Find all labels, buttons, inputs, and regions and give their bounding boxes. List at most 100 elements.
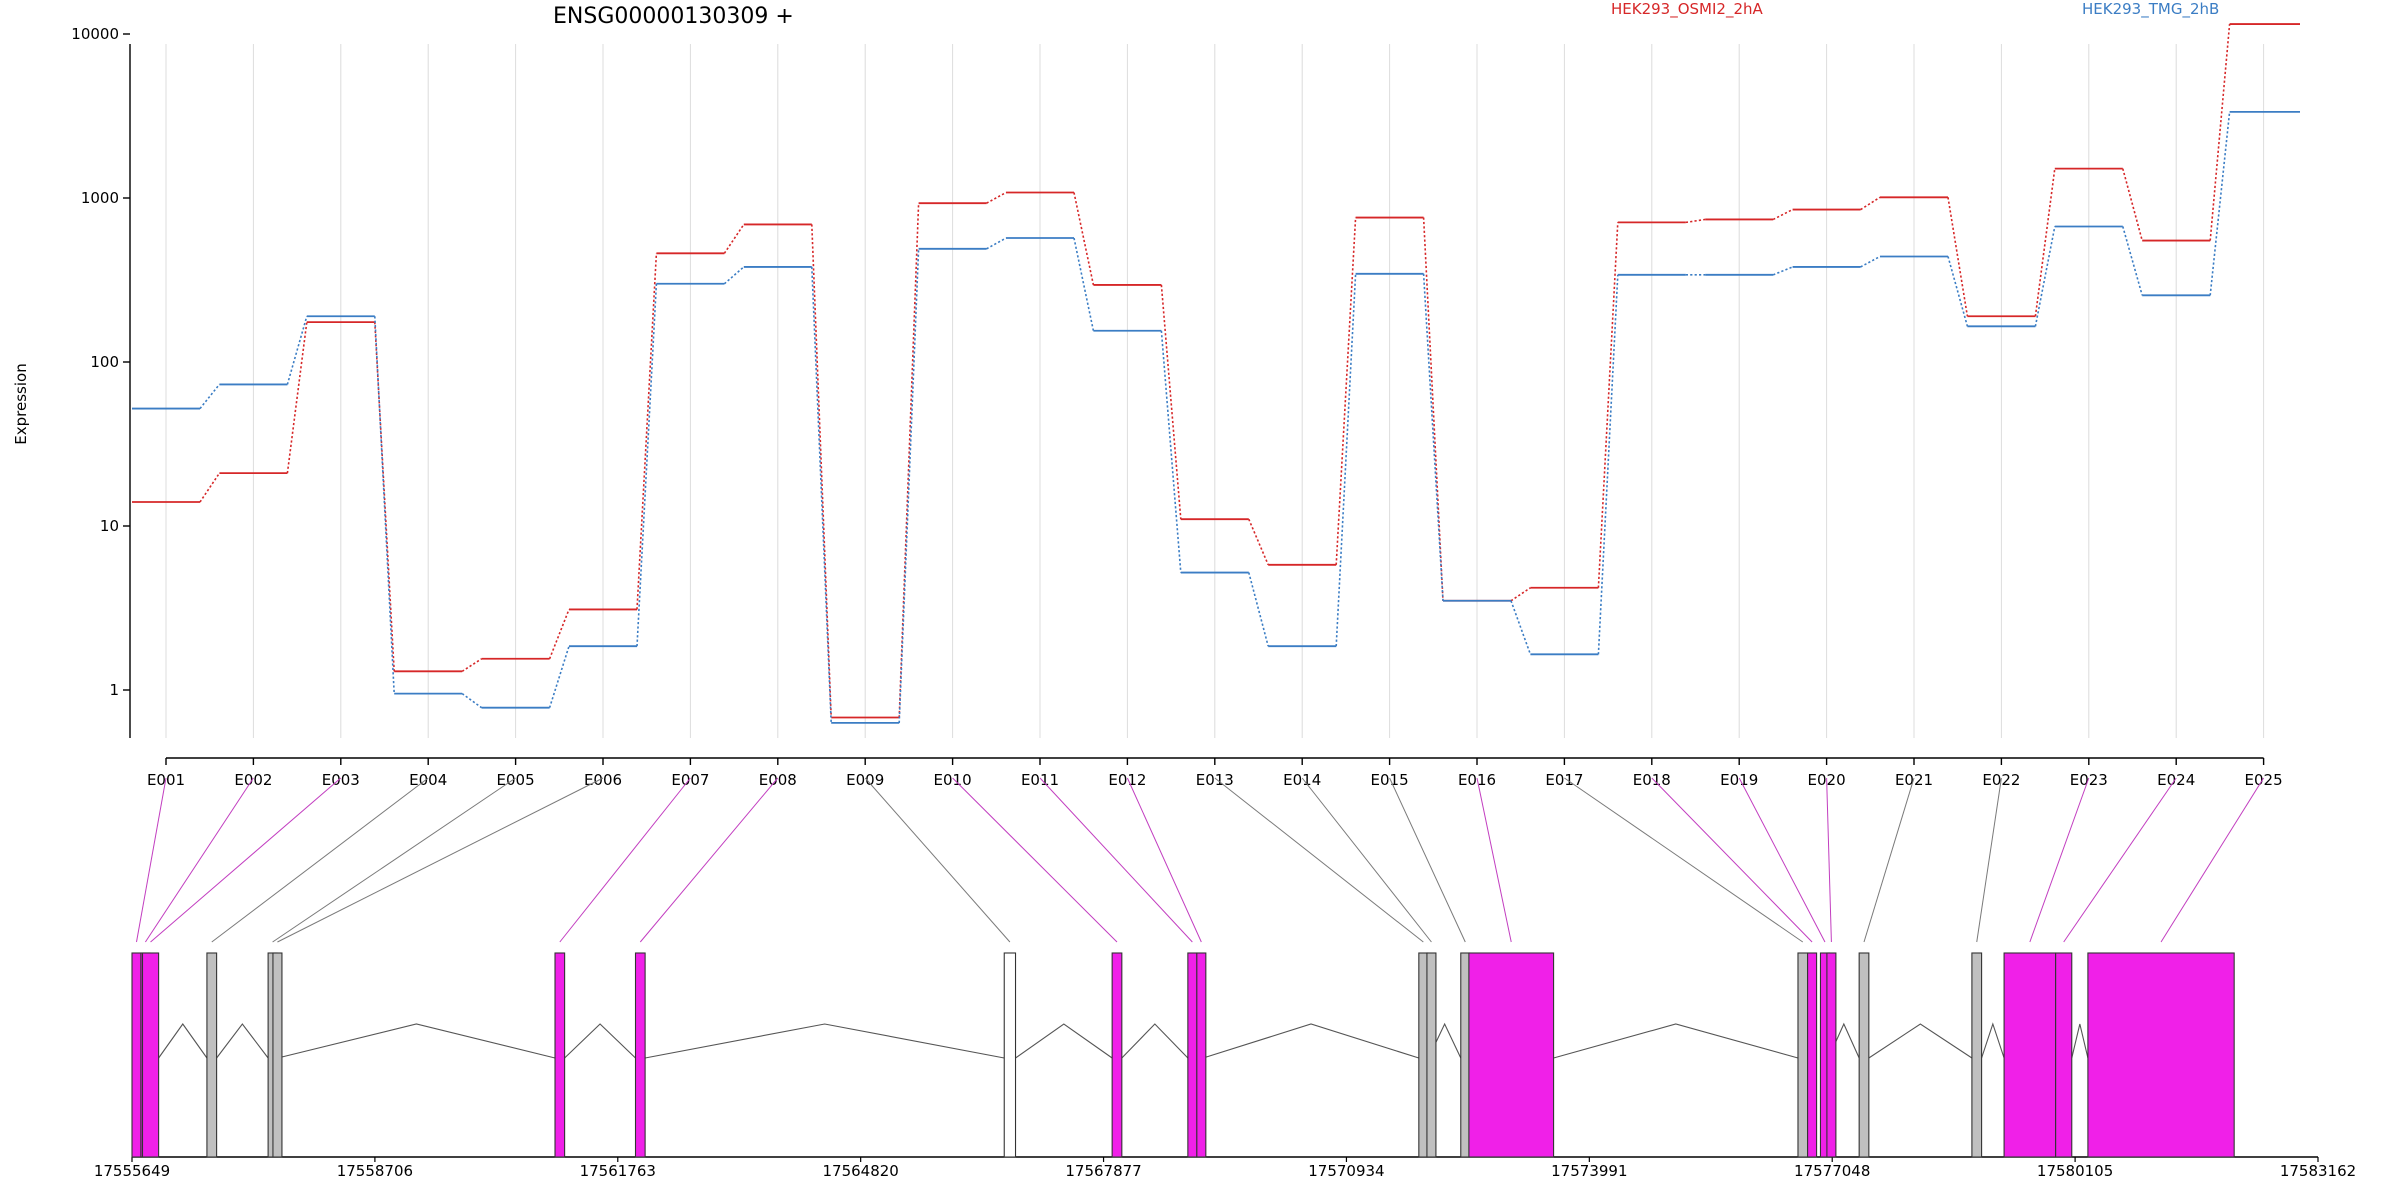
legend-entry-osmi2: HEK293_OSMI2_2hA bbox=[1611, 0, 1764, 19]
x-tick-label-e024: E024 bbox=[2157, 771, 2195, 789]
exon-e020 bbox=[1826, 952, 1837, 1158]
x-tick-label-e007: E007 bbox=[671, 771, 709, 789]
series-1-link-e008 bbox=[811, 224, 832, 718]
y-tick-label-1000: 1000 bbox=[81, 189, 119, 207]
series-1-link-e021 bbox=[1947, 197, 1969, 317]
exon-e024 bbox=[2055, 952, 2073, 1158]
connector-e006 bbox=[277, 777, 604, 943]
series-2 bbox=[132, 110, 2300, 724]
x-tick-label-e019: E019 bbox=[1720, 771, 1758, 789]
series-1-link-e013 bbox=[1248, 518, 1269, 566]
exon-e017 bbox=[1797, 952, 1809, 1158]
series-2-link-e022 bbox=[2034, 226, 2056, 327]
gene-title: ENSG00000130309 + bbox=[553, 4, 794, 29]
exon-e007 bbox=[554, 952, 566, 1158]
gene-model: 17555649 17558706 17561763 17564820 17567877… bbox=[94, 952, 2356, 1180]
intron-e003 bbox=[158, 1023, 208, 1059]
connector-e016 bbox=[1476, 777, 1512, 943]
series-1-link-e007 bbox=[723, 223, 745, 254]
series-2-link-e007 bbox=[723, 266, 745, 285]
series-1-link-e022 bbox=[2034, 168, 2056, 317]
x-tick-label-e004: E004 bbox=[409, 771, 447, 789]
gene-axis-label-17564820: 17564820 bbox=[822, 1162, 898, 1180]
connector-e017 bbox=[1564, 777, 1804, 943]
x-tick-label-e002: E002 bbox=[234, 771, 272, 789]
series-1-link-e011 bbox=[1073, 192, 1095, 286]
x-tick-label-e006: E006 bbox=[584, 771, 622, 789]
connector-e001 bbox=[136, 777, 167, 943]
series-1-link-e001 bbox=[199, 472, 221, 503]
connector-e021 bbox=[1863, 777, 1915, 943]
series-2-link-e016 bbox=[1510, 600, 1532, 655]
connector-e014 bbox=[1301, 777, 1432, 943]
x-tick-label-e023: E023 bbox=[2070, 771, 2108, 789]
series-1-link-e018 bbox=[1685, 218, 1706, 224]
series-2-link-e001 bbox=[199, 383, 221, 410]
series-1-link-e012 bbox=[1160, 284, 1182, 520]
series-2-link-e004 bbox=[461, 693, 483, 709]
intron-e021 bbox=[1868, 1023, 1973, 1059]
series-2-link-e002 bbox=[286, 316, 308, 385]
series-1-link-e019 bbox=[1772, 208, 1793, 221]
series-2-link-e003 bbox=[374, 316, 395, 694]
exon-e009 bbox=[1003, 952, 1017, 1158]
x-tick-label-e005: E005 bbox=[497, 771, 535, 789]
series-1-link-e003 bbox=[374, 322, 395, 672]
gene-axis-label-17577048: 17577048 bbox=[1794, 1162, 1870, 1180]
connector-e019 bbox=[1738, 777, 1826, 943]
connector-e011 bbox=[1039, 777, 1193, 943]
connector-e022 bbox=[1976, 777, 2002, 943]
exon-e001 bbox=[131, 952, 142, 1158]
series-2-link-e023 bbox=[2122, 226, 2143, 296]
x-tick-label-e015: E015 bbox=[1371, 771, 1409, 789]
series-2-link-e013 bbox=[1248, 572, 1269, 647]
x-tick-label-e021: E021 bbox=[1895, 771, 1933, 789]
connector-e003 bbox=[150, 777, 342, 943]
series-1 bbox=[132, 23, 2300, 719]
series-1-link-e002 bbox=[286, 322, 308, 474]
connector-e025 bbox=[2160, 777, 2265, 943]
exon-e022 bbox=[1971, 952, 1983, 1158]
series-2-link-e015 bbox=[1422, 273, 1444, 601]
exon-e010 bbox=[1111, 952, 1123, 1158]
intron-e006 bbox=[277, 1023, 556, 1059]
exon-e008 bbox=[634, 952, 646, 1158]
connector-e010 bbox=[952, 777, 1118, 943]
exon-e003 bbox=[141, 952, 160, 1158]
intron-e012 bbox=[1203, 1023, 1419, 1059]
connector-e023 bbox=[2029, 777, 2090, 943]
x-tick-label-e012: E012 bbox=[1108, 771, 1146, 789]
x-tick-label-e014: E014 bbox=[1283, 771, 1321, 789]
intron-e016 bbox=[1553, 1023, 1799, 1059]
intron-e010 bbox=[1121, 1023, 1189, 1059]
connector-e007 bbox=[559, 777, 691, 943]
gene-axis-label-17573991: 17573991 bbox=[1551, 1162, 1627, 1180]
gene-axis-label-17583162: 17583162 bbox=[2280, 1162, 2356, 1180]
series-1-link-e023 bbox=[2122, 168, 2143, 241]
series-1-link-e009 bbox=[898, 203, 920, 718]
series-1-link-e010 bbox=[986, 191, 1007, 204]
x-tick-label-e013: E013 bbox=[1196, 771, 1234, 789]
intron-e009 bbox=[1015, 1023, 1113, 1059]
connector-e008 bbox=[639, 777, 779, 943]
exon-e011 bbox=[1187, 952, 1198, 1158]
connector-e012 bbox=[1126, 777, 1202, 943]
y-tick-label-100: 100 bbox=[90, 353, 119, 371]
series-2-link-e017 bbox=[1597, 274, 1619, 655]
intron-e008 bbox=[645, 1023, 1005, 1059]
y-tick-label-10000: 10000 bbox=[71, 25, 119, 43]
connector-e024 bbox=[2063, 777, 2177, 943]
x-tick-label-e011: E011 bbox=[1021, 771, 1059, 789]
gene-axis-label-17555649: 17555649 bbox=[94, 1162, 170, 1180]
x-tick-label-e009: E009 bbox=[846, 771, 884, 789]
gene-axis-label-17567877: 17567877 bbox=[1065, 1162, 1141, 1180]
connector-layer bbox=[136, 777, 2265, 943]
gene-axis-label-17570934: 17570934 bbox=[1308, 1162, 1384, 1180]
series-1-link-e020 bbox=[1860, 196, 1881, 211]
series-2-link-e010 bbox=[986, 237, 1007, 250]
connector-e002 bbox=[144, 777, 254, 943]
exon-e021 bbox=[1858, 952, 1870, 1158]
x-tick-label-e008: E008 bbox=[759, 771, 797, 789]
